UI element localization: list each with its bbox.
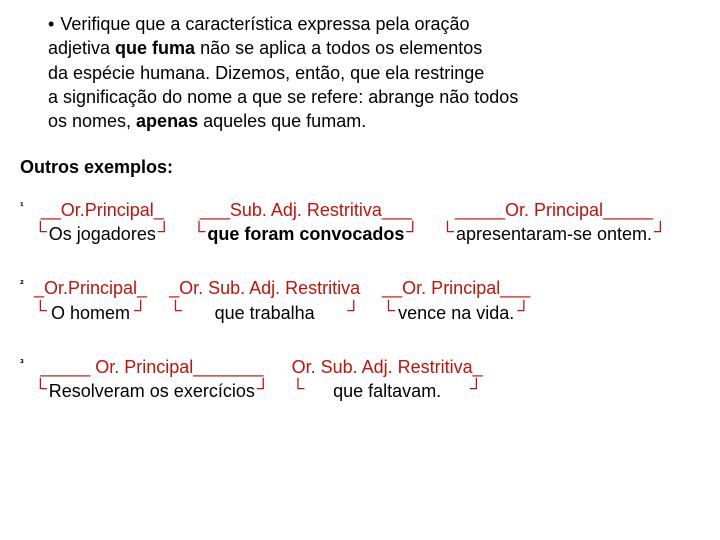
bullet-line5-c: aqueles que fumam. [198,111,366,131]
clause-label: _Or.Principal_ [34,276,147,300]
example-part-1: _Or.Principal_└O homem┘ [34,276,147,325]
bullet-line5-a: os nomes, [48,111,136,131]
bracket-right-icon: ┘ [257,379,270,397]
bullet-marker: • [20,12,60,36]
bracket-right-icon: ┘ [134,301,147,319]
bullet-line3: da espécie humana. Dizemos, então, que e… [20,61,700,85]
example-parts: __Or.Principal_└Os jogadores┘___Sub. Adj… [34,198,667,247]
clause-text: que trabalha [182,301,348,325]
example-parts: _Or.Principal_└O homem┘_Or. Sub. Adj. Re… [34,276,530,325]
example-part-3: __Or. Principal___└vence na vida.┘ [382,276,530,325]
bracket-right-icon: ┘ [517,301,530,319]
example-number: ¹ [20,198,34,215]
bracket-right-icon: ┘ [158,222,171,240]
example-number: ² [20,276,34,293]
clause-text: que faltavam. [304,379,470,403]
clause-text-row: └O homem┘ [34,301,147,325]
bracket-left-icon: └ [169,301,182,319]
bracket-left-icon: └ [382,301,395,319]
clause-text-row: └Resolveram os exercícios┘ [34,379,270,403]
example-parts: _____ Or. Principal_______└Resolveram os… [34,355,483,404]
clause-text: que foram convocados [205,222,406,246]
bracket-left-icon: └ [34,301,47,319]
example-3: ³_____ Or. Principal_______└Resolveram o… [20,355,700,404]
bullet-apenas: apenas [136,111,198,131]
clause-label: Or. Sub. Adj. Restritiva_ [292,355,483,379]
example-part-1: __Or.Principal_└Os jogadores┘ [34,198,171,247]
clause-text: apresentaram-se ontem. [454,222,654,246]
example-1: ¹__Or.Principal_└Os jogadores┘___Sub. Ad… [20,198,700,247]
bullet-line5: os nomes, apenas aqueles que fumam. [20,109,700,133]
example-part-2: Or. Sub. Adj. Restritiva_└que faltavam.┘ [292,355,483,404]
bracket-right-icon: ┘ [470,379,483,397]
bullet-line2: adjetiva que fuma não se aplica a todos … [20,36,700,60]
bracket-left-icon: └ [292,379,305,397]
bullet-line1-text: Verifique que a característica expressa … [60,12,469,36]
clause-label: _____ Or. Principal_______ [34,355,270,379]
bullet-line1: • Verifique que a característica express… [20,12,700,36]
bullet-que-fuma: que fuma [115,38,195,58]
bullet-paragraph: • Verifique que a característica express… [20,12,700,133]
clause-text-row: └apresentaram-se ontem.┘ [441,222,667,246]
bracket-left-icon: └ [193,222,206,240]
clause-label: _____Or. Principal_____ [441,198,667,222]
example-number: ³ [20,355,34,372]
bracket-right-icon: ┘ [347,301,360,319]
clause-label: __Or.Principal_ [34,198,171,222]
clause-text-row: └que faltavam.┘ [292,379,483,403]
clause-text-row: └vence na vida.┘ [382,301,530,325]
bracket-right-icon: ┘ [654,222,667,240]
example-part-2: _Or. Sub. Adj. Restritiva└que trabalha┘ [169,276,360,325]
bracket-left-icon: └ [34,222,47,240]
bullet-line2-a: adjetiva [48,38,115,58]
clause-label: __Or. Principal___ [382,276,530,300]
clause-label: _Or. Sub. Adj. Restritiva [169,276,360,300]
clause-text-row: └Os jogadores┘ [34,222,171,246]
bracket-left-icon: └ [34,379,47,397]
bracket-right-icon: ┘ [406,222,419,240]
clause-label: ___Sub. Adj. Restritiva___ [193,198,420,222]
clause-text-row: └que foram convocados┘ [193,222,420,246]
example-part-2: ___Sub. Adj. Restritiva___└que foram con… [193,198,420,247]
example-part-1: _____ Or. Principal_______└Resolveram os… [34,355,270,404]
example-2: ²_Or.Principal_└O homem┘_Or. Sub. Adj. R… [20,276,700,325]
bracket-left-icon: └ [441,222,454,240]
clause-text: vence na vida. [395,301,518,325]
outros-exemplos-heading: Outros exemplos: [20,155,700,179]
clause-text-row: └que trabalha┘ [169,301,360,325]
examples-container: ¹__Or.Principal_└Os jogadores┘___Sub. Ad… [20,198,700,404]
bullet-line2-c: não se aplica a todos os elementos [195,38,482,58]
clause-text: Os jogadores [47,222,158,246]
bullet-line4: a significação do nome a que se refere: … [20,85,700,109]
clause-text: O homem [47,301,135,325]
example-part-3: _____Or. Principal_____└apresentaram-se … [441,198,667,247]
clause-text: Resolveram os exercícios [47,379,257,403]
